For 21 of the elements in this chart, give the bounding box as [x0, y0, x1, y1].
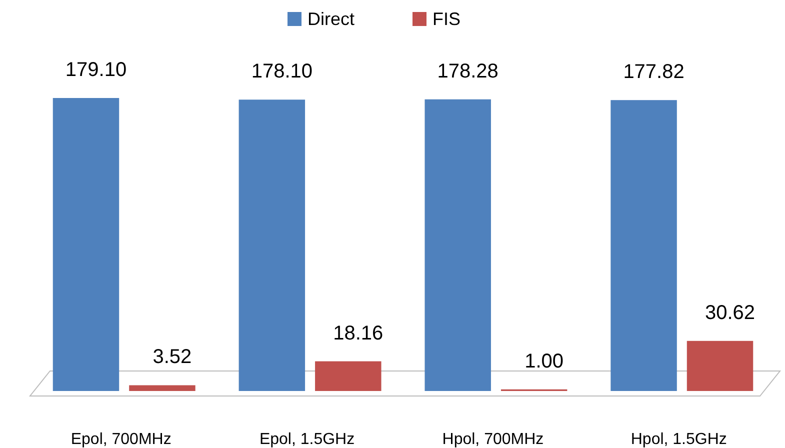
legend-label: FIS [432, 9, 461, 29]
x-tick-label: Hpol, 700MHz [442, 431, 544, 448]
x-tick-label: Epol, 700MHz [70, 431, 172, 448]
x-tick-label: Hpol, 1.5GHz [630, 431, 727, 448]
bar [238, 100, 306, 391]
data-label: 177.82 [623, 61, 684, 84]
data-label: 1.00 [524, 350, 564, 372]
bar [315, 361, 382, 391]
bar [52, 98, 120, 391]
data-label: 18.16 [333, 322, 384, 344]
data-label: 3.52 [152, 346, 192, 368]
data-label: 30.62 [704, 302, 756, 324]
x-tick-label: Epol, 1.5GHz [259, 431, 355, 448]
bar [686, 340, 754, 391]
bar [129, 385, 196, 391]
data-label: 179.10 [65, 59, 127, 81]
bar [610, 100, 677, 391]
legend-label: Direct [308, 9, 355, 29]
data-label: 178.10 [251, 60, 313, 83]
data-label: 178.28 [437, 60, 498, 82]
bar [424, 99, 491, 391]
